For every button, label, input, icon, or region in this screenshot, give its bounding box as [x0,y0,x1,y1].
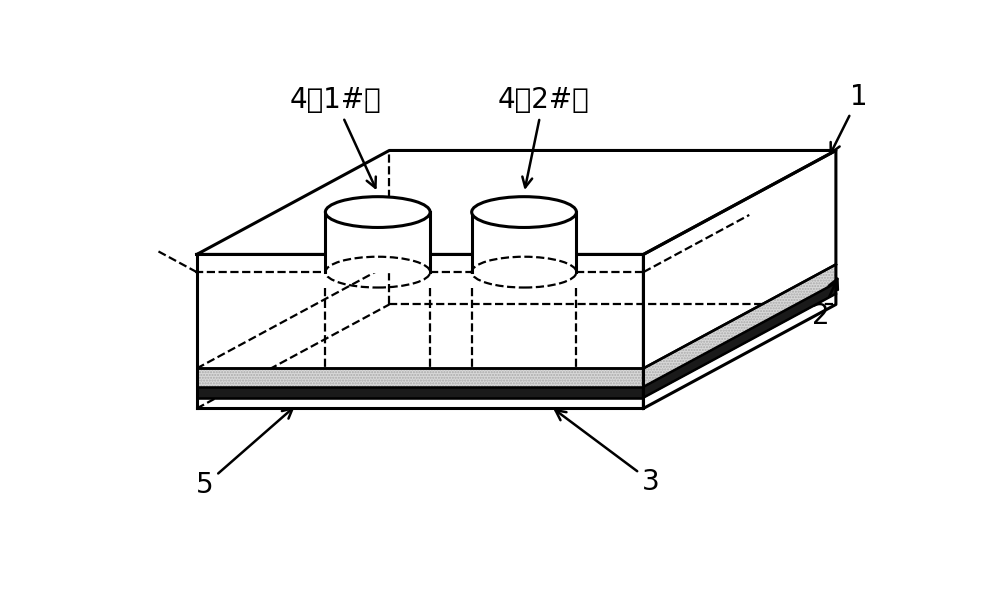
Ellipse shape [472,197,576,228]
Polygon shape [472,212,576,272]
Polygon shape [643,283,836,398]
Polygon shape [197,387,643,398]
Text: 3: 3 [555,410,660,496]
Text: 5: 5 [196,408,293,499]
Polygon shape [197,254,643,409]
Polygon shape [197,151,836,254]
Text: 2: 2 [812,279,838,330]
Text: 4（1#）: 4（1#） [290,87,381,188]
Polygon shape [643,264,836,387]
Polygon shape [643,151,836,409]
Polygon shape [197,368,643,387]
Polygon shape [325,212,430,272]
Text: 4（2#）: 4（2#） [497,87,589,187]
Ellipse shape [325,197,430,228]
Text: 1: 1 [831,82,868,153]
